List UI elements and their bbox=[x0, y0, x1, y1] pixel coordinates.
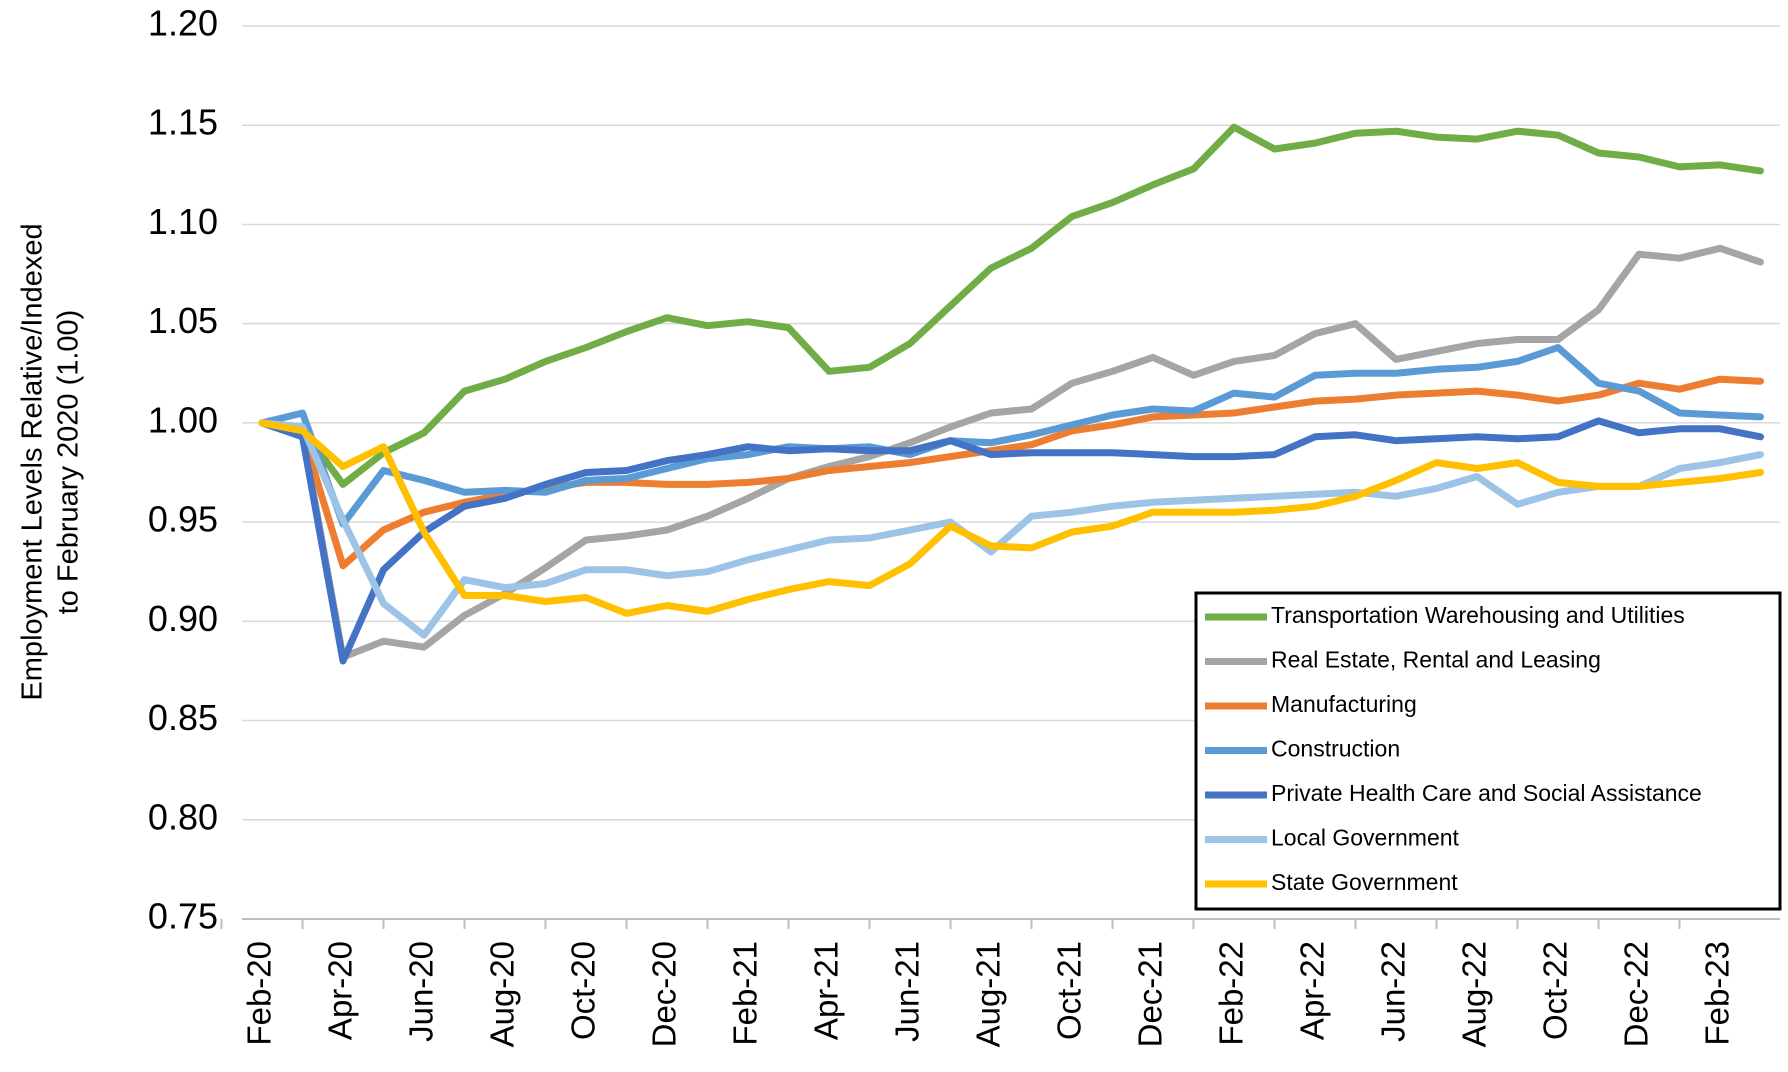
y-tick-label: 0.80 bbox=[148, 796, 218, 837]
x-tick-label: Oct-20 bbox=[565, 941, 602, 1040]
legend-box bbox=[1194, 591, 1782, 911]
legend-label: Transportation Warehousing and Utilities bbox=[1271, 602, 1685, 628]
x-tick-label: Aug-22 bbox=[1456, 941, 1493, 1047]
x-tick-label: Oct-22 bbox=[1537, 941, 1574, 1040]
series-line bbox=[258, 419, 1764, 639]
x-tick-label: Feb-22 bbox=[1213, 941, 1250, 1046]
x-tick-label: Feb-20 bbox=[241, 941, 278, 1046]
x-tick-label: Feb-21 bbox=[727, 941, 764, 1046]
series-line bbox=[258, 419, 1764, 617]
y-tick-label: 1.05 bbox=[148, 300, 218, 341]
x-tick-label: Apr-21 bbox=[808, 941, 845, 1040]
y-tick-label: 1.15 bbox=[148, 102, 218, 143]
y-axis-label-line: to February 2020 (1.00) bbox=[53, 310, 85, 615]
series-line bbox=[258, 344, 1764, 528]
legend: Transportation Warehousing and Utilities… bbox=[1194, 591, 1782, 911]
y-tick-label: 1.10 bbox=[148, 201, 218, 242]
y-tick-label: 1.20 bbox=[148, 3, 218, 44]
x-tick-label: Apr-20 bbox=[322, 941, 359, 1040]
y-axis-label-line: Employment Levels Relative/Indexed bbox=[17, 223, 49, 700]
x-tick-label: Aug-21 bbox=[970, 941, 1007, 1047]
x-tick-label: Apr-22 bbox=[1294, 941, 1331, 1040]
legend-label: Manufacturing bbox=[1271, 691, 1417, 717]
y-tick-label: 1.00 bbox=[148, 399, 218, 440]
x-tick-label: Jun-21 bbox=[889, 941, 926, 1042]
legend-label: Local Government bbox=[1271, 825, 1460, 851]
y-axis-label: Employment Levels Relative/Indexed to Fe… bbox=[17, 223, 85, 700]
series-line bbox=[258, 123, 1764, 488]
x-tick-label: Feb-23 bbox=[1699, 941, 1736, 1046]
series-line bbox=[258, 417, 1764, 665]
x-tick-label: Dec-22 bbox=[1618, 941, 1655, 1047]
x-tick-label: Dec-21 bbox=[1132, 941, 1169, 1047]
y-tick-label: 0.85 bbox=[148, 697, 218, 738]
x-tick-label: Aug-20 bbox=[484, 941, 521, 1047]
x-tick-label: Jun-20 bbox=[403, 941, 440, 1042]
x-tick-label: Oct-21 bbox=[1051, 941, 1088, 1040]
x-tick-label: Jun-22 bbox=[1375, 941, 1412, 1042]
legend-label: State Government bbox=[1271, 869, 1458, 895]
y-tick-label: 0.75 bbox=[148, 896, 218, 937]
legend-label: Construction bbox=[1271, 736, 1400, 762]
legend-label: Private Health Care and Social Assistanc… bbox=[1271, 780, 1702, 806]
legend-label: Real Estate, Rental and Leasing bbox=[1271, 647, 1601, 673]
x-tick-label: Dec-20 bbox=[646, 941, 683, 1047]
y-tick-label: 0.95 bbox=[148, 499, 218, 540]
y-tick-label: 0.90 bbox=[148, 598, 218, 639]
